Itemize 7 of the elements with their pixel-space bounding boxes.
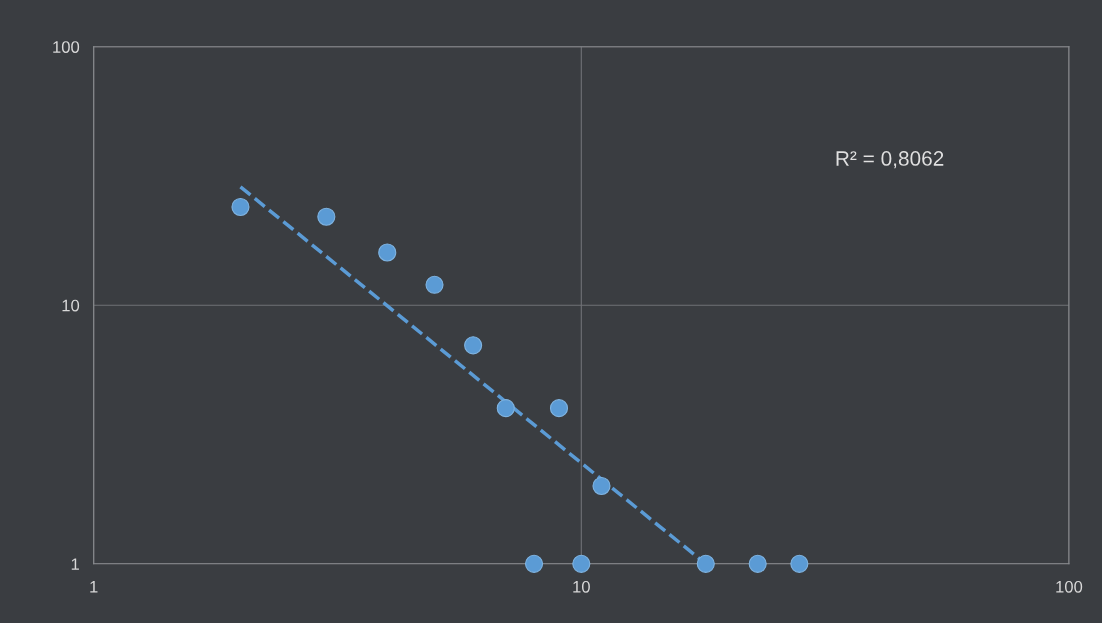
x-tick-label: 10 — [573, 580, 590, 593]
x-tick-label: 1 — [90, 581, 98, 593]
annotation: R² = 0,8062 — [836, 151, 944, 169]
y-tick-label: 1 — [71, 558, 79, 570]
y-tick-label: 100 — [53, 41, 80, 53]
y-tick-label: 10 — [62, 299, 80, 312]
x-tick-label: 100 — [1056, 580, 1083, 593]
